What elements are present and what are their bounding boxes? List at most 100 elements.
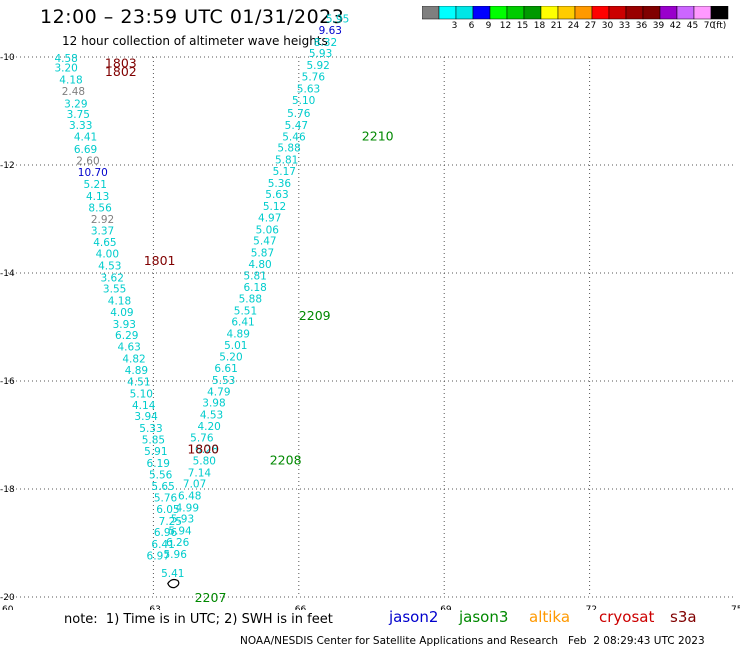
legend-cryosat: cryosat	[599, 608, 655, 626]
colorbar-label: 30	[601, 21, 614, 31]
wave-height-value: 5.88	[277, 143, 300, 155]
wave-height-value: 5.76	[302, 71, 326, 83]
wave-height-value: 6.05	[156, 504, 179, 516]
wave-height-value: 5.85	[142, 434, 165, 446]
colorbar-label: 6	[468, 21, 475, 31]
wave-height-value: 4.97	[258, 212, 281, 224]
y-tick-label: -20	[0, 593, 15, 603]
wave-height-value: 5.10	[292, 95, 315, 107]
wave-height-value: 4.14	[132, 400, 156, 412]
colorbar-label: 42	[669, 21, 682, 31]
wave-height-value: 5.93	[309, 48, 332, 60]
wave-height-value: 4.18	[108, 296, 131, 308]
wave-height-value: 6.69	[74, 144, 97, 156]
wave-height-value: 5.36	[268, 178, 292, 190]
y-tick-label: -16	[0, 377, 15, 387]
wave-height-value: 5.65	[151, 481, 174, 493]
wave-height-value: 5.93	[171, 514, 194, 526]
wave-height-value: 5.80	[193, 455, 216, 467]
wave-height-value: 4.89	[227, 328, 250, 340]
legend-s3a: s3a	[670, 608, 697, 626]
x-tick-label: 75	[731, 605, 740, 610]
units-note: note: 1) Time is in UTC; 2) SWH is in fe…	[64, 612, 333, 627]
wave-height-value: 6.61	[214, 363, 237, 375]
wave-height-value: 5.01	[224, 340, 247, 352]
wave-height-value: 8.56	[88, 203, 112, 215]
colorbar-swatch	[710, 6, 729, 20]
legend-jason2: jason2	[389, 608, 439, 626]
wave-height-value: 3.62	[101, 272, 124, 284]
wave-height-value: 4.63	[117, 341, 140, 353]
wave-height-value: 2.60	[76, 156, 99, 168]
y-tick-label: -14	[0, 269, 15, 279]
wave-height-value: 6.26	[166, 537, 190, 549]
wave-height-value: 4.53	[98, 260, 121, 272]
colorbar-label: 21	[550, 21, 563, 31]
wave-height-value: 5.81	[243, 271, 266, 283]
wave-height-value: 5.94	[168, 526, 192, 538]
wave-height-value: 5.46	[282, 131, 306, 143]
wave-height-value: 6.29	[115, 330, 138, 342]
wave-height-value: 5.76	[287, 108, 311, 120]
colorbar-label: 36	[635, 21, 648, 31]
wave-height-value: 7.07	[183, 479, 206, 491]
wave-height-value: 3.75	[67, 109, 90, 121]
wave-height-value: 3.33	[69, 120, 92, 132]
wave-height-value: 3.55	[103, 284, 126, 296]
y-tick-label: -10	[0, 53, 15, 63]
wave-height-value: 10.70	[78, 167, 108, 179]
wave-height-value: 5.76	[190, 433, 214, 445]
wave-height-value: 6.97	[147, 550, 170, 562]
pass-time-label: 2209	[299, 308, 331, 323]
wave-height-value: 2.92	[91, 214, 114, 226]
colorbar-label: 70	[703, 21, 716, 31]
wave-height-value: 5.95	[326, 14, 349, 26]
pass-time-label: 1802	[105, 64, 137, 79]
wave-height-value: 4.18	[59, 75, 82, 87]
wave-height-value: 5.91	[144, 446, 167, 458]
wave-height-value: 5.21	[84, 179, 107, 191]
wave-height-value: 4.82	[122, 353, 145, 365]
wave-height-value: 5.56	[149, 469, 173, 481]
wave-height-value: 5.63	[297, 83, 320, 95]
wave-height-value: 8.32	[314, 37, 337, 49]
colorbar-label: 15	[516, 21, 529, 31]
wave-height-value: 5.92	[306, 60, 329, 72]
wave-height-value: 5.87	[251, 247, 274, 259]
wave-height-value: 5.41	[161, 568, 184, 580]
colorbar-label: 39	[652, 21, 665, 31]
pass-time-label: 1800	[187, 442, 219, 457]
wave-height-value: 5.12	[263, 201, 286, 213]
colorbar-label: 24	[567, 21, 580, 31]
wave-height-value: 5.76	[154, 493, 178, 505]
wave-height-value: 4.13	[86, 191, 109, 203]
wave-height-value: 5.88	[239, 293, 262, 305]
legend-jason3: jason3	[459, 608, 509, 626]
pass-time-label: 2208	[270, 452, 302, 467]
wave-height-value: 4.00	[96, 249, 119, 261]
wave-height-value: 5.81	[275, 155, 298, 167]
wave-height-value: 6.96	[154, 527, 178, 539]
x-tick-label: 69	[440, 605, 452, 610]
wave-height-value: 6.19	[147, 458, 170, 470]
x-tick-label: 66	[295, 605, 307, 610]
x-tick-label: 60	[2, 605, 14, 610]
wave-height-value: 4.41	[74, 131, 97, 143]
pass-time-label: 2210	[362, 128, 394, 143]
wave-height-value: 7.14	[188, 467, 212, 479]
wave-height-value: 6.18	[243, 282, 266, 294]
wave-height-value: 4.20	[197, 421, 220, 433]
wave-height-value: 5.10	[130, 388, 153, 400]
colorbar-label: 3	[451, 21, 458, 31]
map-subtitle: 12 hour collection of altimeter wave hei…	[62, 34, 328, 48]
colorbar-label: 27	[584, 21, 597, 31]
colorbar-label: 12	[499, 21, 512, 31]
wave-height-value: 4.53	[200, 409, 223, 421]
wave-height-value: 3.29	[64, 98, 87, 110]
legend-altika: altika	[529, 608, 571, 626]
wave-height-value: 4.58	[54, 53, 77, 65]
colorbar-label: 18	[533, 21, 546, 31]
wave-height-value: 5.20	[219, 352, 242, 364]
wave-height-value: 4.99	[176, 502, 199, 514]
wave-height-value: 4.80	[248, 259, 271, 271]
